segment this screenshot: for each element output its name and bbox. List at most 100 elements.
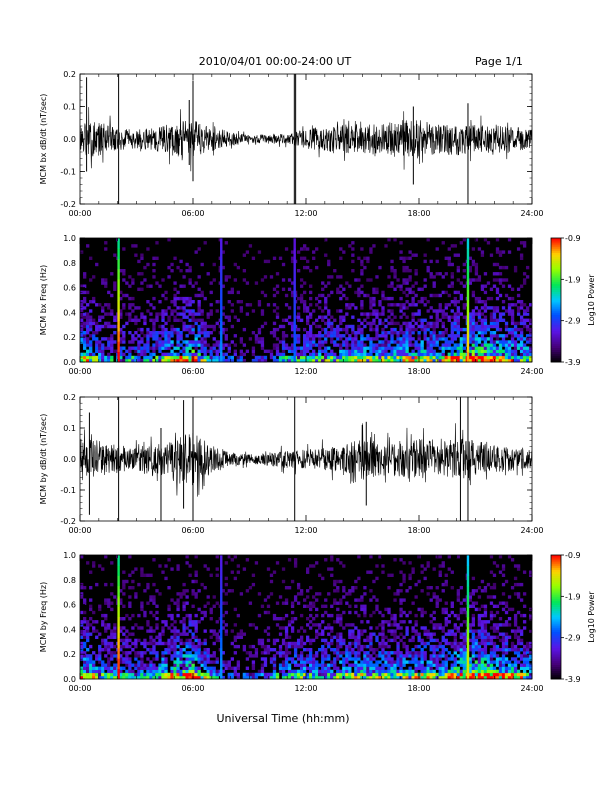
- spectrogram-cell: [89, 278, 93, 282]
- spectrogram-cell: [137, 672, 141, 677]
- spectrogram-cell: [327, 352, 331, 357]
- spectrogram-cell: [432, 358, 436, 363]
- spectrogram-cell: [483, 641, 488, 646]
- spectrogram-cell: [327, 623, 331, 627]
- spectrogram-cell: [119, 657, 123, 661]
- spectrogram-cell: [453, 343, 457, 347]
- spectrogram-cell: [221, 620, 225, 624]
- spectrogram-cell: [399, 241, 403, 245]
- spectrogram-cell: [381, 312, 385, 316]
- spectrogram-cell: [333, 579, 337, 584]
- x-tick-label: 18:00: [407, 526, 430, 535]
- spectrogram-cell: [423, 355, 427, 360]
- spectrogram-cell: [110, 632, 114, 636]
- spectrogram-cell: [209, 666, 213, 670]
- spectrogram-cell: [309, 355, 313, 360]
- spectrogram-cell: [513, 635, 518, 639]
- spectrogram-cell: [510, 641, 515, 646]
- spectrogram-cell: [209, 324, 213, 329]
- spectrogram-cell: [426, 269, 430, 273]
- spectrogram-cell: [251, 582, 256, 587]
- spectrogram-cell: [375, 309, 379, 313]
- spectrogram-cell: [83, 296, 87, 301]
- spectrogram-cell: [447, 629, 451, 633]
- spectrogram-cell: [275, 623, 280, 627]
- x-tick-label: 18:00: [407, 367, 430, 376]
- spectrogram-cell: [161, 343, 165, 347]
- spectrogram-cell: [516, 654, 521, 658]
- spectrogram-cell: [519, 358, 524, 363]
- spectrogram-cell: [453, 300, 457, 304]
- spectrogram-cell: [128, 312, 132, 316]
- spectrogram-cell: [188, 672, 192, 677]
- spectrogram-cell: [239, 349, 244, 353]
- spectrogram-cell: [158, 300, 162, 304]
- spectrogram-cell: [408, 324, 412, 329]
- spectrogram-cell: [302, 265, 307, 270]
- spectrogram-cell: [125, 613, 129, 618]
- spectrogram-cell: [281, 651, 286, 655]
- spectrogram-cell: [197, 275, 201, 279]
- spectrogram-cell: [290, 617, 295, 621]
- spectrogram-cell: [339, 337, 343, 341]
- spectrogram-cell: [483, 651, 488, 655]
- spectrogram-cell: [516, 300, 521, 304]
- spectrogram-cell: [417, 309, 421, 313]
- spectrogram-cell: [179, 334, 183, 338]
- spectrogram-cell: [161, 632, 165, 636]
- spectrogram-cell: [510, 607, 515, 612]
- spectrogram-cell: [89, 334, 93, 338]
- spectrogram-cell: [149, 331, 153, 335]
- spectrogram-cell: [405, 675, 409, 680]
- spectrogram-cell: [257, 300, 262, 304]
- spectrogram-cell: [221, 651, 225, 655]
- spectrogram-cell: [284, 358, 289, 363]
- spectrogram-cell: [459, 675, 463, 680]
- spectrogram-cell: [468, 337, 473, 341]
- spectrogram-cell: [197, 318, 201, 322]
- spectrogram-cell: [471, 629, 476, 633]
- spectrogram-cell: [309, 641, 313, 646]
- spectrogram-cell: [203, 346, 207, 350]
- spectrogram-cell: [528, 318, 533, 322]
- spectrogram-cell: [194, 644, 198, 649]
- spectrogram-cell: [441, 321, 445, 326]
- spectrogram-cell: [378, 358, 382, 363]
- spectrogram-cell: [435, 598, 439, 602]
- spectrogram-cell: [227, 663, 231, 667]
- spectrogram-cell: [113, 253, 117, 257]
- spectrogram-cell: [107, 660, 111, 664]
- spectrogram-cell: [489, 672, 494, 677]
- spectrogram-cell: [95, 303, 99, 307]
- spectrogram-cell: [366, 570, 370, 574]
- spectrogram-cell: [260, 337, 265, 341]
- spectrogram-cell: [230, 324, 234, 329]
- spectrogram-cell: [504, 672, 509, 677]
- spectrogram-cell: [366, 657, 370, 661]
- spectrogram-cell: [167, 352, 171, 357]
- spectrogram-cell: [510, 327, 515, 332]
- spectrogram-cell: [245, 672, 250, 677]
- spectrogram-cell: [257, 592, 262, 596]
- spectrogram-cell: [134, 253, 138, 257]
- spectrogram-cell: [462, 641, 466, 646]
- spectrogram-cell: [393, 617, 397, 621]
- spectrogram-cell: [450, 262, 454, 267]
- spectrogram-cell: [182, 663, 186, 667]
- spectrogram-cell: [462, 358, 466, 363]
- spectrogram-cell: [86, 561, 90, 565]
- spectrogram-cell: [101, 620, 105, 624]
- spectrogram-cell: [414, 340, 418, 344]
- spectrogram-cell: [215, 309, 219, 313]
- spectrogram-cell: [290, 610, 295, 615]
- spectrogram-cell: [203, 610, 207, 615]
- spectrogram-cell: [504, 327, 509, 332]
- colorbar-swatch: [551, 275, 561, 278]
- spectrogram-cell: [390, 632, 394, 636]
- broadband-segment: [466, 258, 470, 270]
- spectrogram-cell: [423, 318, 427, 322]
- spectrogram-cell: [501, 340, 506, 344]
- spectrogram-cell: [278, 352, 283, 357]
- spectrogram-cell: [179, 648, 183, 652]
- spectrogram-cell: [477, 617, 482, 621]
